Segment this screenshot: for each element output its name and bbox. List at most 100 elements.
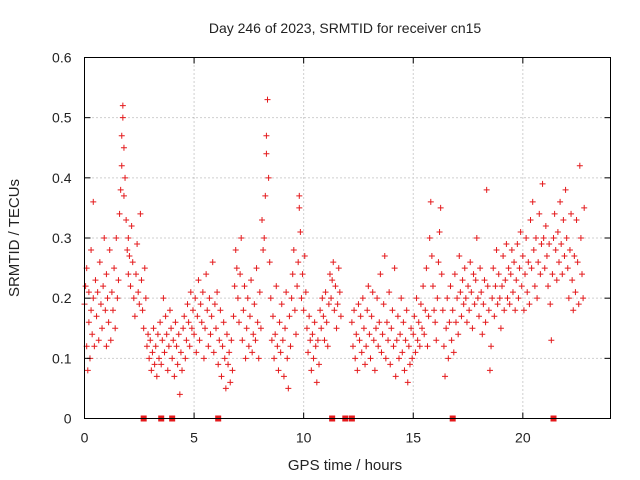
data-point (321, 337, 328, 344)
x-tick-label: 15 (405, 430, 421, 446)
data-point (460, 301, 467, 308)
data-point (116, 210, 123, 217)
data-point (296, 204, 303, 211)
data-point (456, 253, 463, 260)
data-point (360, 325, 367, 332)
data-point (170, 337, 177, 344)
data-point (93, 313, 100, 320)
data-point (539, 180, 546, 187)
data-point (549, 271, 556, 278)
data-point (398, 295, 405, 302)
data-point (174, 361, 181, 368)
data-point (526, 301, 533, 308)
data-point (260, 247, 267, 254)
data-point (489, 295, 496, 302)
data-point (264, 96, 271, 103)
data-point (550, 235, 557, 241)
data-point (370, 337, 377, 344)
data-point (153, 373, 160, 380)
data-point (483, 186, 490, 193)
data-point (528, 265, 535, 272)
data-point (333, 325, 340, 332)
data-point (131, 313, 138, 320)
data-point (571, 253, 578, 260)
data-point (292, 331, 299, 338)
data-point (280, 373, 287, 380)
data-point (159, 337, 166, 344)
data-point (374, 295, 381, 302)
data-point (125, 271, 132, 278)
data-point (352, 355, 359, 362)
data-point (426, 235, 433, 241)
data-point (103, 343, 110, 350)
data-point (214, 289, 221, 296)
data-point (223, 331, 230, 338)
y-axis-label: SRMTID / TECUs (6, 179, 23, 297)
data-point (504, 295, 511, 302)
data-point (244, 295, 251, 302)
data-point (241, 283, 248, 290)
x-axis-label: GPS time / hours (288, 457, 402, 474)
data-point (180, 325, 187, 332)
data-point (335, 265, 342, 272)
data-point (458, 313, 465, 320)
data-point (527, 216, 534, 223)
data-point (427, 198, 434, 205)
data-point (307, 337, 314, 344)
data-point (461, 265, 468, 272)
data-point (421, 331, 428, 338)
data-point (414, 337, 421, 344)
data-point (393, 337, 400, 344)
data-point (474, 295, 481, 302)
data-point (319, 295, 326, 302)
data-point (245, 343, 252, 350)
data-point (127, 283, 134, 290)
data-point (210, 349, 217, 356)
data-point (482, 319, 489, 326)
data-point (497, 325, 504, 332)
data-point (106, 247, 113, 254)
data-point (237, 271, 244, 278)
data-point (171, 373, 178, 380)
data-point (290, 247, 297, 254)
data-point (484, 283, 491, 290)
data-point (161, 349, 168, 356)
data-point (256, 289, 263, 296)
data-point (486, 367, 493, 374)
data-point (164, 367, 171, 374)
data-point (576, 162, 583, 169)
data-point (525, 259, 532, 266)
data-point (177, 349, 184, 356)
data-point (416, 343, 423, 350)
data-point (357, 313, 364, 320)
data-point (202, 325, 209, 332)
data-point (328, 295, 335, 302)
data-point (552, 247, 559, 254)
data-point (97, 301, 104, 308)
data-point (520, 307, 527, 314)
data-point (392, 373, 399, 380)
data-point (274, 343, 281, 350)
data-point (412, 349, 419, 356)
data-point (476, 313, 482, 320)
data-point (111, 265, 118, 272)
data-point (559, 271, 566, 278)
data-point (114, 295, 121, 302)
data-point (517, 228, 524, 235)
data-point (100, 283, 107, 290)
data-point (524, 289, 531, 296)
data-point (199, 289, 206, 296)
data-point (515, 295, 522, 302)
data-point (465, 283, 472, 290)
data-point (194, 313, 201, 320)
data-point (126, 253, 133, 260)
data-point (516, 265, 523, 272)
data-point (219, 343, 226, 350)
data-point (189, 307, 196, 314)
data-point (368, 313, 375, 320)
data-point (157, 319, 164, 326)
data-point (317, 307, 324, 314)
data-point (496, 295, 503, 302)
data-point (220, 319, 227, 326)
data-point (136, 301, 143, 308)
